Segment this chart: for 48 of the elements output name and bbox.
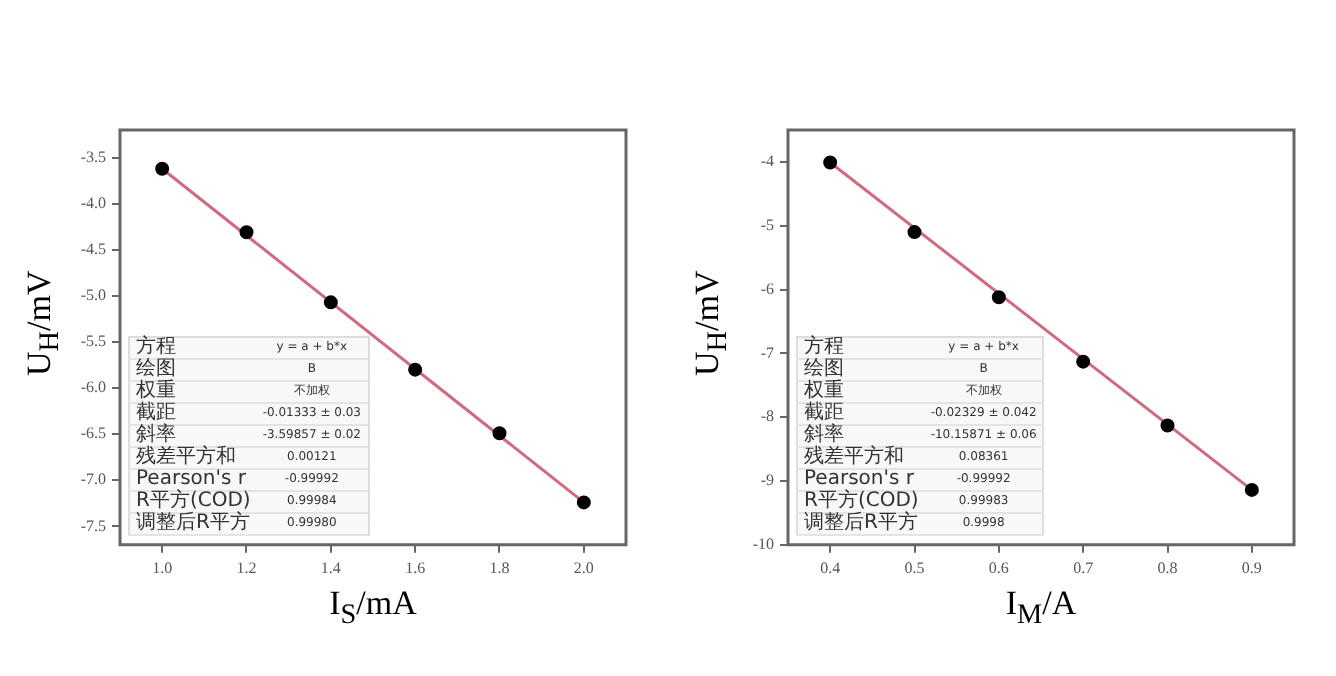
annotation: Pearson's r <box>134 468 248 490</box>
annotation: 权重 <box>802 380 846 402</box>
annotation: 方程 <box>802 336 846 358</box>
annotation: 权重 <box>134 380 178 402</box>
y-tick-label: -7.5 <box>80 516 106 535</box>
x-tick-label: 0.4 <box>820 558 841 577</box>
y-tick-label: -5.5 <box>80 332 106 351</box>
annotation: Pearson's r <box>802 468 916 490</box>
x-tick-label: 1.2 <box>236 558 257 577</box>
annotation: R平方(COD) <box>134 490 253 512</box>
y-tick-label: -9 <box>760 471 774 490</box>
y-tick-label: -7 <box>760 343 774 362</box>
x-tick-label: 0.7 <box>1073 558 1094 577</box>
y-tick-label: -6 <box>760 279 774 298</box>
x-axis-title: I$_{S}$/mA <box>327 584 419 633</box>
y-tick-label: -4.0 <box>80 193 106 212</box>
x-axis-title: I$_{M}$/A <box>1003 584 1079 633</box>
y-tick-label: -7.0 <box>80 470 106 489</box>
x-tick-label: 0.6 <box>988 558 1009 577</box>
y-tick-label: -5 <box>760 215 774 234</box>
annotation: 残差平方和 <box>134 446 238 469</box>
y-tick-label: -8 <box>760 407 774 426</box>
annotation: 调整后R平方 <box>134 512 252 535</box>
x-tick-label: 1.0 <box>152 558 173 577</box>
y-tick-label: -6.0 <box>80 378 106 397</box>
y-tick-label: -4.5 <box>80 240 106 259</box>
annotation: 截距 <box>134 402 178 424</box>
annotation: 方程 <box>134 336 178 358</box>
x-tick-label: 0.8 <box>1157 558 1178 577</box>
y-tick-label: -5.0 <box>80 286 106 305</box>
x-tick-label: 2.0 <box>573 558 594 577</box>
x-tick-label: 0.9 <box>1241 558 1262 577</box>
x-tick-label: 0.5 <box>904 558 925 577</box>
annotation: 残差平方和 <box>802 446 906 469</box>
y-tick-label: -10 <box>752 534 774 553</box>
y-tick-label: -3.5 <box>80 147 106 166</box>
annotation: 斜率 <box>802 424 846 446</box>
x-tick-label: 1.4 <box>320 558 341 577</box>
y-tick-label: -4 <box>760 152 774 171</box>
y-tick-label: -6.5 <box>80 424 106 443</box>
annotation: 调整后R平方 <box>802 512 920 535</box>
annotation: 绘图 <box>802 358 846 380</box>
annotation: 截距 <box>802 402 846 424</box>
x-tick-label: 1.6 <box>405 558 426 577</box>
annotation: 绘图 <box>134 358 178 380</box>
x-tick-label: 1.8 <box>489 558 510 577</box>
annotation: R平方(COD) <box>802 490 921 512</box>
annotation: 斜率 <box>134 424 178 446</box>
